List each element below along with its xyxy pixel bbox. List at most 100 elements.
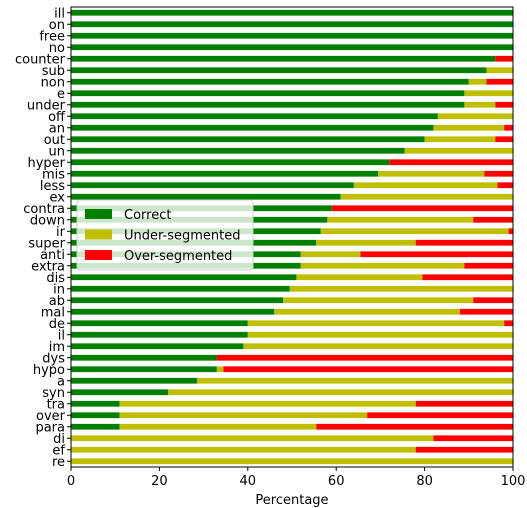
y-tick-label: contra <box>23 202 65 217</box>
y-tick-label: a <box>57 374 65 389</box>
bar-less-under-segmented <box>353 182 498 189</box>
bar-ir-under-segmented <box>320 228 509 235</box>
bar-sub-correct <box>71 67 487 74</box>
y-tick-label: in <box>53 282 65 297</box>
bar-il-under-segmented <box>247 331 514 338</box>
y-tick-label: ill <box>54 6 65 21</box>
y-tick-label: under <box>27 98 66 113</box>
bar-e-under-segmented <box>464 90 513 97</box>
bar-extra-under-segmented <box>300 262 465 269</box>
bar-non-correct <box>71 78 469 85</box>
y-tick-label: less <box>40 179 65 194</box>
bar-e-correct <box>71 90 465 97</box>
y-tick-label: non <box>41 75 65 90</box>
bar-counter-over-segmented <box>495 55 513 62</box>
bar-mal-under-segmented <box>274 308 460 315</box>
bar-dis-over-segmented <box>422 274 513 281</box>
bar-super-over-segmented <box>415 239 513 246</box>
y-tick-label: sub <box>42 64 65 79</box>
bar-il-correct <box>71 331 248 338</box>
x-tick-label: 60 <box>328 474 345 489</box>
y-tick-label: im <box>49 340 65 355</box>
bar-under-correct <box>71 101 465 108</box>
bar-less-over-segmented <box>497 182 513 189</box>
bar-contra-over-segmented <box>331 205 513 212</box>
bar-non-under-segmented <box>468 78 487 85</box>
y-tick-label: de <box>49 317 65 332</box>
bar-in-correct <box>71 285 290 292</box>
y-tick-label: e <box>57 87 65 102</box>
bar-para-correct <box>71 423 120 430</box>
legend: Correct Under-segmented Over-segmented <box>76 199 254 271</box>
bar-hyper-over-segmented <box>389 159 513 166</box>
y-tick-label: mal <box>41 305 65 320</box>
y-tick-label: anti <box>40 248 65 263</box>
bar-de-correct <box>71 320 248 327</box>
x-axis-ticks: 0 20 40 60 80 100 <box>67 467 525 489</box>
y-axis-ticks: illonfreenocountersubnoneunderoffanoutun… <box>15 6 71 470</box>
bar-hypo-over-segmented <box>223 366 514 373</box>
bar-ab-correct <box>71 297 284 304</box>
bar-dis-under-segmented <box>296 274 423 281</box>
bar-para-over-segmented <box>316 423 513 430</box>
bar-over-over-segmented <box>367 412 513 419</box>
bar-super-under-segmented <box>316 239 416 246</box>
y-tick-label: hypo <box>33 363 65 378</box>
legend-label-over-segmented: Over-segmented <box>124 249 232 264</box>
y-tick-label: mis <box>42 167 65 182</box>
bar-out-over-segmented <box>495 136 513 143</box>
bar-an-over-segmented <box>504 124 513 131</box>
y-tick-label: out <box>44 133 65 148</box>
bar-tra-over-segmented <box>415 400 513 407</box>
y-tick-label: counter <box>15 52 66 67</box>
bar-over-under-segmented <box>119 412 368 419</box>
legend-label-correct: Correct <box>124 208 171 223</box>
legend-swatch-under-segmented <box>85 229 112 240</box>
bar-dis-correct <box>71 274 297 281</box>
bar-di-over-segmented <box>433 435 513 442</box>
y-tick-label: re <box>52 455 65 470</box>
legend-label-under-segmented: Under-segmented <box>124 229 240 244</box>
y-tick-label: down <box>30 213 65 228</box>
legend-swatch-correct <box>85 209 112 219</box>
bar-tra-under-segmented <box>119 400 416 407</box>
legend-swatch-over-segmented <box>85 250 112 260</box>
bar-under-under-segmented <box>464 101 496 108</box>
bar-an-correct <box>71 124 434 131</box>
bar-ef-under-segmented <box>71 446 416 453</box>
y-tick-label: tra <box>47 397 65 412</box>
bar-para-under-segmented <box>119 423 317 430</box>
y-tick-label: un <box>49 144 65 159</box>
y-tick-label: ir <box>56 225 66 240</box>
bar-syn-under-segmented <box>168 389 514 396</box>
y-tick-label: free <box>39 29 65 44</box>
bar-ex-under-segmented <box>340 193 513 200</box>
bar-sub-under-segmented <box>486 67 513 74</box>
y-tick-label: di <box>53 432 65 447</box>
bar-out-under-segmented <box>424 136 496 143</box>
bar-extra-over-segmented <box>464 262 513 269</box>
bar-no-correct <box>71 44 513 51</box>
bar-ex-correct <box>71 193 341 200</box>
bar-syn-correct <box>71 389 169 396</box>
bar-ir-over-segmented <box>508 228 513 235</box>
bar-dys-correct <box>71 354 217 361</box>
bar-non-over-segmented <box>486 78 513 85</box>
bar-ef-over-segmented <box>415 446 513 453</box>
bar-over-correct <box>71 412 120 419</box>
bar-under-over-segmented <box>495 101 513 108</box>
bar-off-under-segmented <box>437 113 513 120</box>
y-tick-label: extra <box>31 259 65 274</box>
bar-out-correct <box>71 136 425 143</box>
x-tick-label: 0 <box>67 474 75 489</box>
bar-mal-over-segmented <box>459 308 513 315</box>
bar-hypo-under-segmented <box>216 366 224 373</box>
x-tick-label: 20 <box>151 474 168 489</box>
y-tick-label: dys <box>42 351 65 366</box>
y-tick-label: on <box>49 18 65 33</box>
bar-hyper-correct <box>71 159 390 166</box>
bar-im-correct <box>71 343 244 350</box>
bar-un-under-segmented <box>404 147 513 154</box>
bar-down-under-segmented <box>327 216 474 223</box>
bar-mis-over-segmented <box>484 170 513 177</box>
